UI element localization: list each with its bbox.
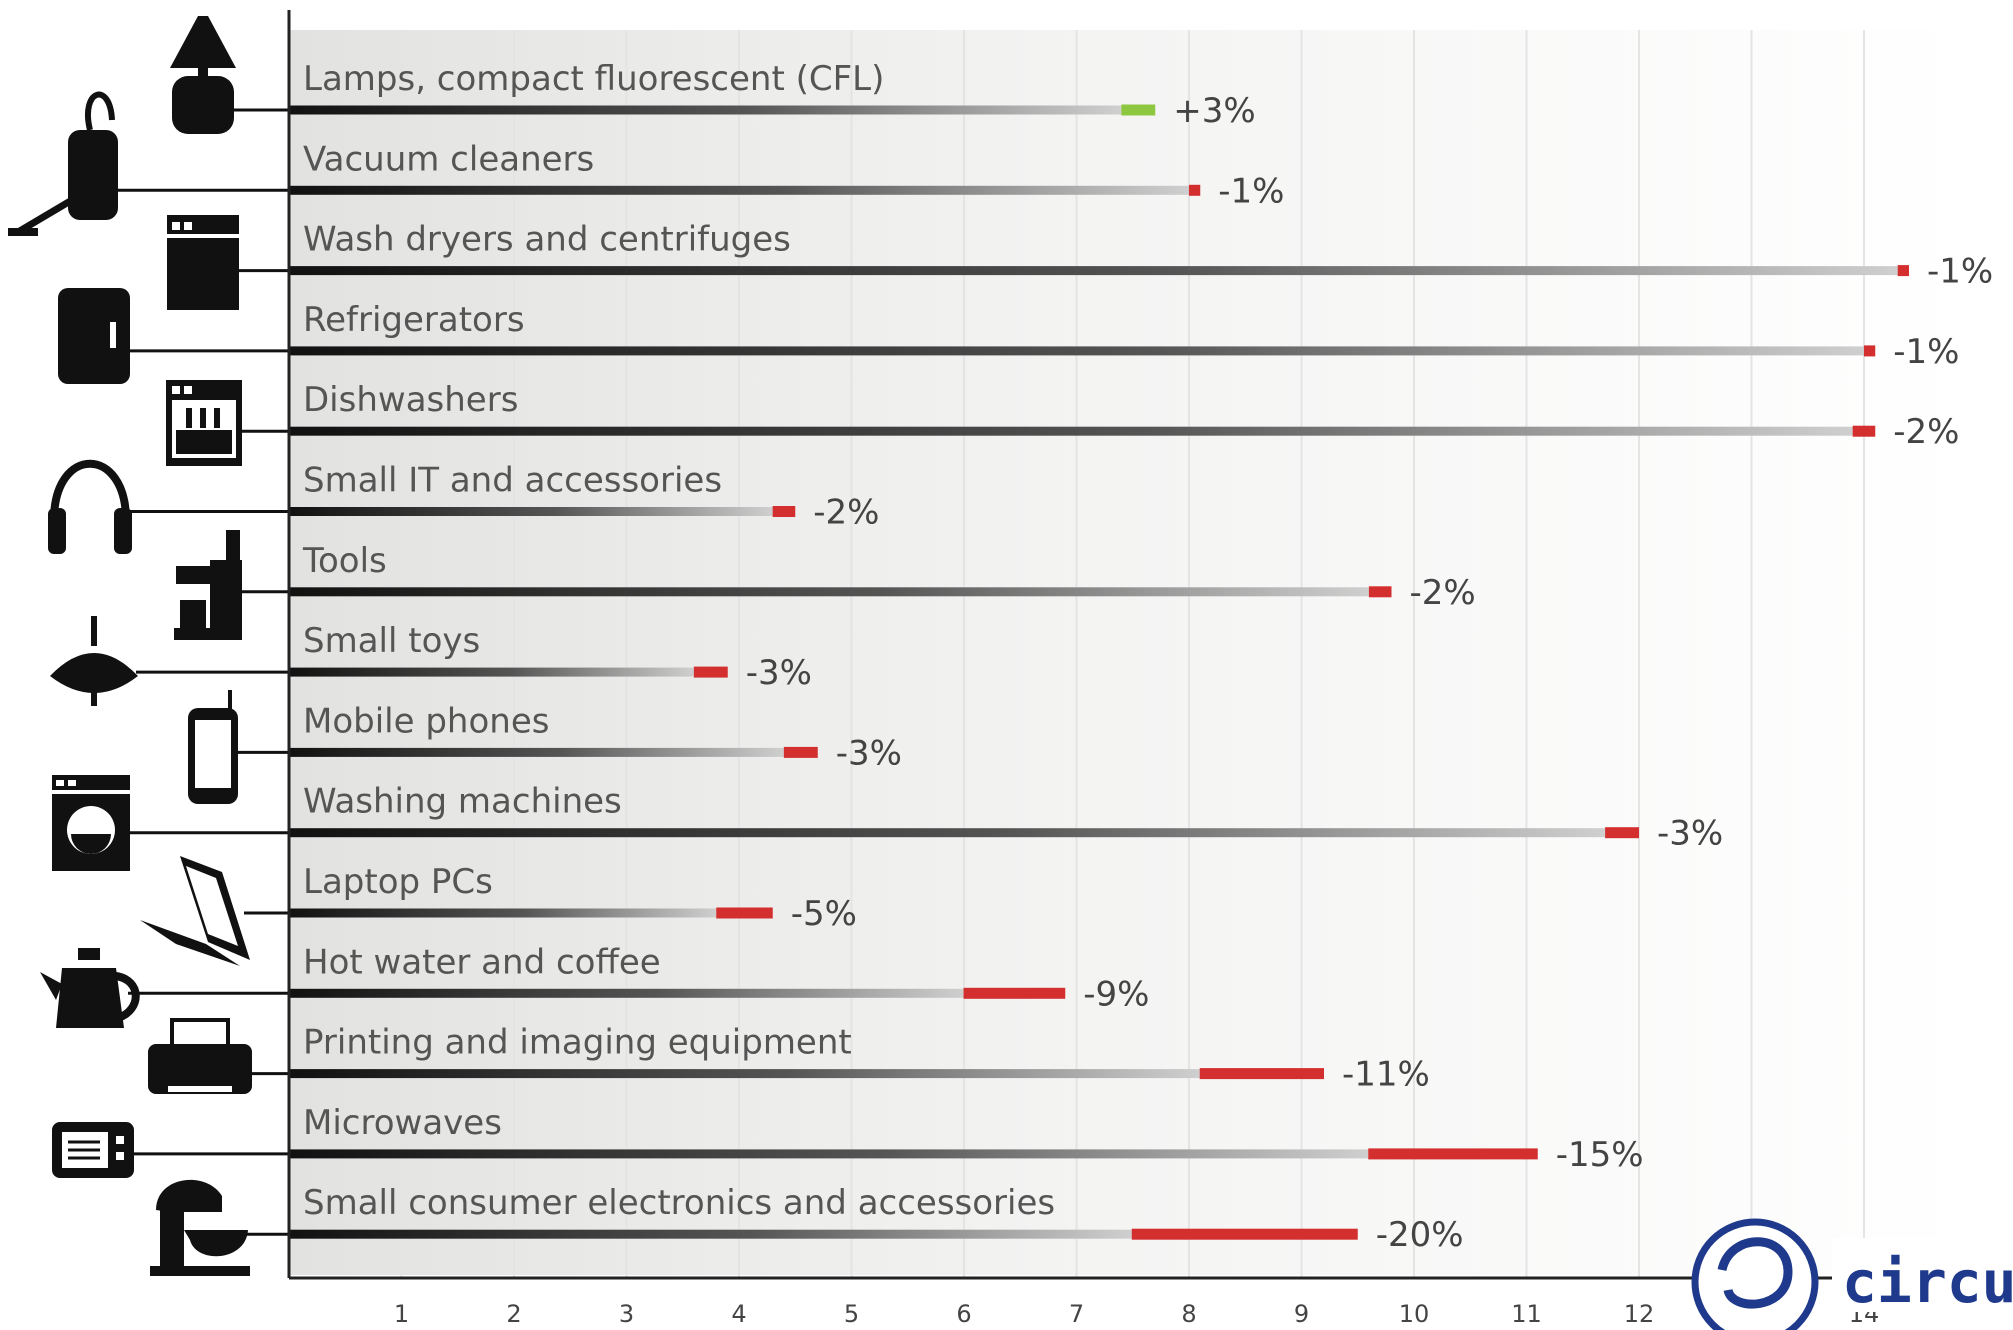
bar bbox=[289, 105, 1122, 115]
logo-mark-icon bbox=[1691, 1218, 1819, 1330]
bar bbox=[289, 1069, 1200, 1079]
category-label: Small consumer electronics and accessori… bbox=[303, 1183, 1055, 1223]
category-label: Small toys bbox=[303, 621, 480, 661]
change-segment-decrease bbox=[963, 987, 1066, 999]
bar bbox=[289, 988, 964, 998]
change-segment-decrease bbox=[1605, 827, 1639, 839]
change-label: -11% bbox=[1342, 1055, 1430, 1095]
category-label: Refrigerators bbox=[303, 300, 525, 340]
change-label: -1% bbox=[1927, 252, 1993, 292]
change-segment-decrease bbox=[783, 746, 818, 758]
change-label: -1% bbox=[1218, 171, 1284, 211]
bar bbox=[289, 507, 773, 516]
category-label: Dishwashers bbox=[303, 380, 518, 420]
change-label: -1% bbox=[1893, 332, 1959, 372]
category-label: Tools bbox=[302, 541, 387, 581]
category-labels: Lamps, compact fluorescent (CFL) Vacuum c… bbox=[302, 59, 1055, 1223]
change-label: -5% bbox=[791, 894, 857, 934]
change-segment-decrease bbox=[1188, 184, 1201, 196]
change-segment-increase bbox=[1121, 104, 1156, 116]
mobile-phone-icon bbox=[188, 690, 238, 804]
change-segment-decrease bbox=[1131, 1228, 1358, 1240]
category-label: Wash dryers and centrifuges bbox=[303, 220, 791, 260]
change-label: -3% bbox=[746, 653, 812, 693]
category-label: Laptop PCs bbox=[303, 862, 493, 902]
category-label: Small IT and accessories bbox=[303, 461, 722, 501]
x-tick-label: 6 bbox=[956, 1300, 971, 1328]
x-tick-label: 3 bbox=[619, 1300, 634, 1328]
x-tick-label: 4 bbox=[731, 1300, 746, 1328]
bar bbox=[289, 747, 784, 757]
change-label: -20% bbox=[1376, 1215, 1464, 1255]
stand-mixer-icon bbox=[150, 1179, 250, 1276]
x-tick-label: 7 bbox=[1069, 1300, 1084, 1328]
bar bbox=[289, 266, 1898, 276]
category-label: Mobile phones bbox=[303, 701, 549, 741]
change-label: +3% bbox=[1173, 91, 1255, 131]
category-label: Hot water and coffee bbox=[303, 942, 661, 982]
printer-icon bbox=[148, 1018, 252, 1094]
change-segment-decrease bbox=[1863, 345, 1876, 357]
x-axis-ticks: 1234567891011121314 bbox=[394, 1300, 1879, 1328]
headphones-icon bbox=[48, 460, 132, 554]
bar bbox=[289, 828, 1606, 838]
x-tick-label: 2 bbox=[506, 1300, 521, 1328]
category-label: Vacuum cleaners bbox=[303, 139, 594, 179]
change-label: -2% bbox=[813, 493, 879, 533]
bar bbox=[289, 908, 717, 918]
vacuum-cleaner-icon bbox=[8, 91, 118, 236]
category-label: Washing machines bbox=[303, 782, 622, 822]
change-segment-decrease bbox=[693, 666, 728, 678]
x-tick-label: 8 bbox=[1181, 1300, 1196, 1328]
dishwasher-icon bbox=[166, 380, 242, 466]
change-labels: +3% -1% -1% -1% -2% -2% -2% -3% -3% -3% -5% -9% -11%… bbox=[746, 91, 1993, 1255]
change-label: -9% bbox=[1083, 974, 1149, 1014]
change-segment-decrease bbox=[716, 907, 773, 919]
wash-dryer-icon bbox=[167, 215, 239, 310]
change-segment-decrease bbox=[1852, 425, 1876, 437]
category-label: Printing and imaging equipment bbox=[303, 1023, 852, 1063]
change-segment-decrease bbox=[1199, 1068, 1324, 1080]
spinning-top-icon bbox=[50, 616, 138, 706]
change-segment-decrease bbox=[1897, 265, 1909, 277]
category-label: Microwaves bbox=[303, 1103, 502, 1143]
change-label: -2% bbox=[1893, 412, 1959, 452]
bars bbox=[118, 104, 1909, 1240]
plot-background bbox=[289, 30, 1969, 1275]
x-tick-label: 10 bbox=[1399, 1300, 1430, 1328]
bar bbox=[289, 587, 1369, 597]
bar bbox=[289, 667, 694, 677]
refrigerator-icon bbox=[58, 288, 130, 384]
change-segment-decrease bbox=[772, 506, 796, 517]
drill-icon bbox=[174, 530, 242, 640]
change-label: -3% bbox=[1657, 814, 1723, 854]
change-segment-decrease bbox=[1368, 586, 1392, 598]
bar bbox=[289, 426, 1853, 436]
change-label: -3% bbox=[836, 733, 902, 773]
gridlines bbox=[400, 30, 1865, 1278]
laptop-icon bbox=[140, 856, 250, 966]
x-tick-label: 11 bbox=[1511, 1300, 1542, 1328]
change-label: -2% bbox=[1410, 573, 1476, 613]
microwave-icon bbox=[52, 1122, 134, 1178]
change-label: -15% bbox=[1556, 1135, 1644, 1175]
circu-logo: circu bbox=[1691, 1218, 2013, 1330]
change-segment-decrease bbox=[1368, 1148, 1538, 1160]
x-tick-label: 1 bbox=[394, 1300, 409, 1328]
bar bbox=[289, 185, 1189, 195]
logo-text: circu bbox=[1842, 1248, 2013, 1316]
category-label: Lamps, compact fluorescent (CFL) bbox=[303, 59, 884, 99]
kettle-icon bbox=[40, 948, 140, 1028]
x-tick-label: 9 bbox=[1294, 1300, 1309, 1328]
icons-column bbox=[8, 16, 252, 1276]
bar bbox=[289, 1149, 1369, 1159]
lamp-icon bbox=[170, 16, 236, 134]
x-tick-label: 5 bbox=[844, 1300, 859, 1328]
bar bbox=[289, 346, 1864, 356]
washing-machine-icon bbox=[52, 775, 130, 871]
bar bbox=[289, 1229, 1132, 1239]
x-tick-label: 12 bbox=[1624, 1300, 1655, 1328]
